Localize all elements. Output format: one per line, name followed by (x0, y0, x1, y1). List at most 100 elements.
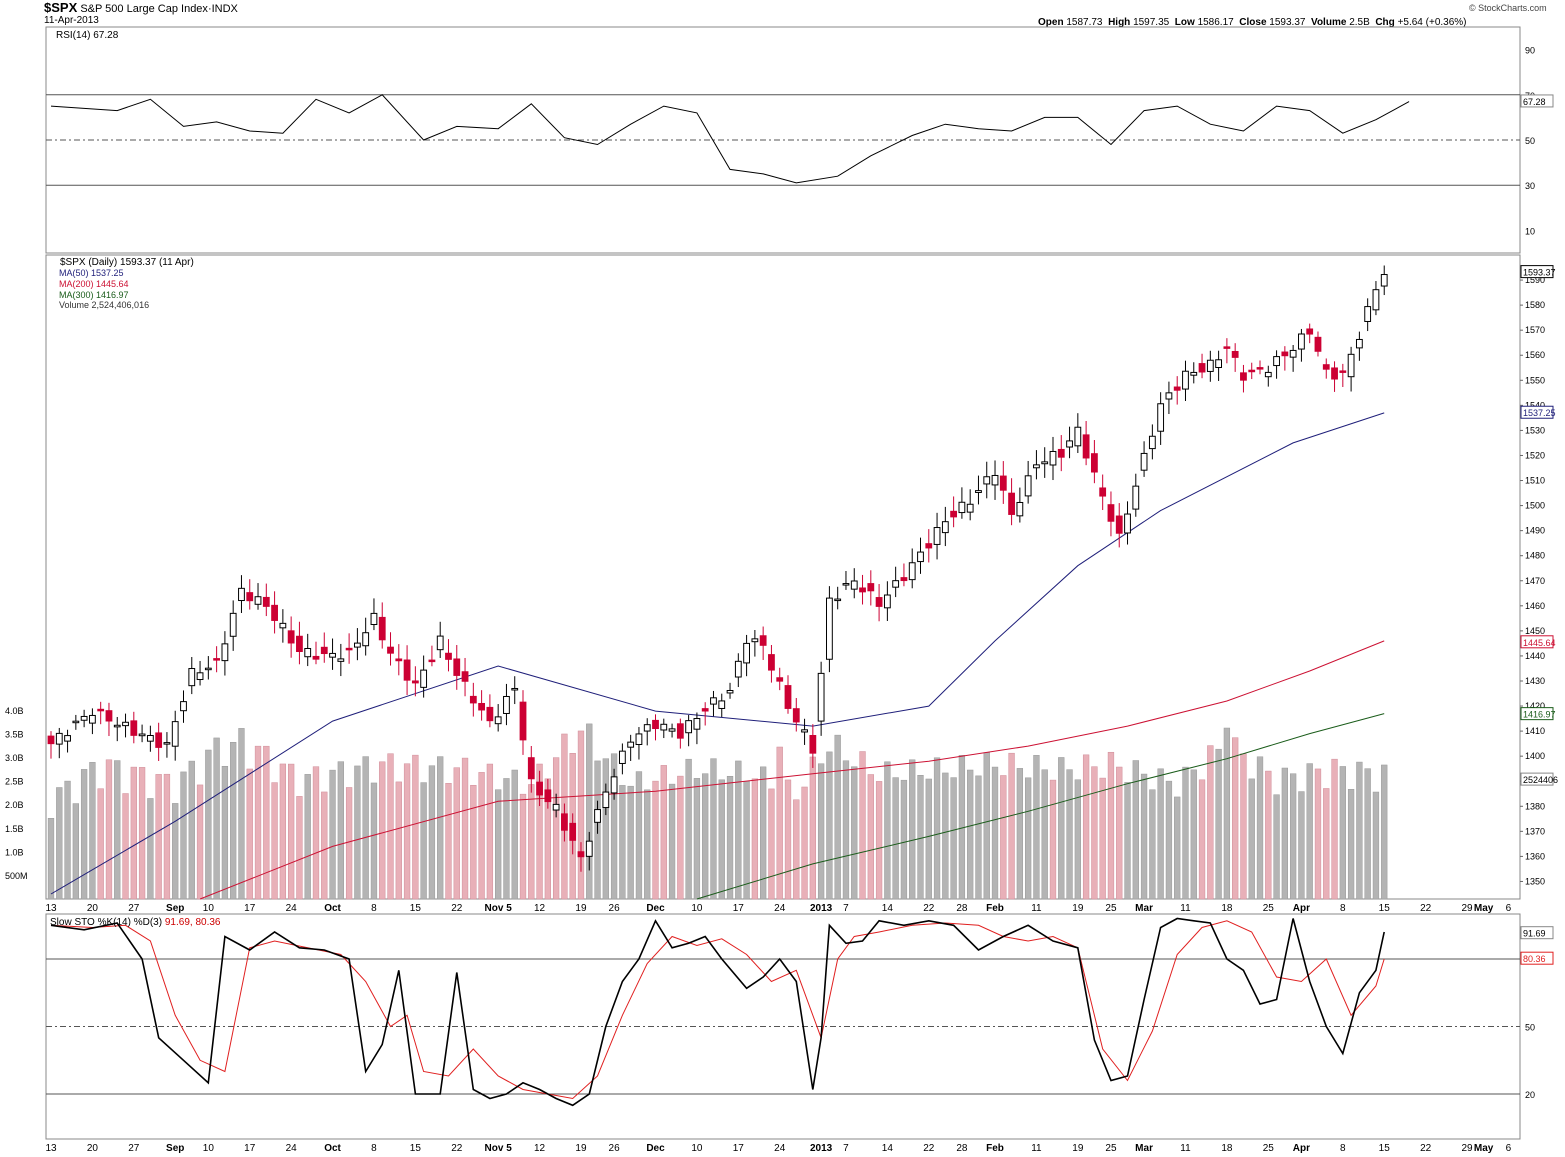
x-axis-label: Mar (1135, 903, 1153, 914)
x-axis-label: 18 (1221, 903, 1233, 914)
x-axis-label-bottom: 19 (1072, 1143, 1084, 1154)
volume-bar (536, 763, 543, 900)
candle-body (1355, 338, 1363, 349)
volume-bar (97, 788, 104, 900)
volume-bar (445, 783, 452, 900)
candle-body (594, 809, 601, 823)
volume-bar (909, 759, 916, 900)
volume-bar (776, 746, 783, 900)
candle-body (478, 702, 486, 711)
candle-body (1248, 369, 1256, 373)
volume-bar (768, 788, 775, 900)
x-axis-label: May (1474, 903, 1494, 914)
volume-bar (975, 775, 982, 900)
x-axis-label-bottom: 8 (1340, 1143, 1346, 1154)
candle-body (660, 723, 668, 731)
candle-body (1016, 501, 1024, 517)
x-axis-label: Dec (646, 903, 665, 914)
candle-body (204, 667, 212, 671)
volume-bar (172, 803, 179, 900)
x-axis-label: 27 (128, 903, 140, 914)
candle-body (180, 701, 187, 712)
volume-bar (1140, 773, 1148, 900)
x-axis-label-bottom: Oct (324, 1143, 341, 1154)
candle-body (643, 724, 651, 732)
sto-d-line (50, 920, 1385, 1100)
volume-bar (511, 769, 518, 900)
candle-body (966, 503, 974, 513)
candle-body (826, 597, 833, 660)
volume-bar (1132, 760, 1139, 900)
candle-body (544, 789, 552, 803)
volume-bar (379, 761, 386, 900)
x-axis-label-bottom: 22 (451, 1143, 463, 1154)
candle-body (983, 476, 991, 485)
candle-body (1339, 370, 1347, 373)
x-axis-label-bottom: 17 (733, 1143, 745, 1154)
volume-bar (702, 773, 709, 900)
x-axis-label-bottom: 13 (45, 1143, 57, 1154)
candle-body (1074, 426, 1082, 447)
candle-body (196, 672, 204, 681)
candle-body (47, 735, 55, 745)
x-axis-label-bottom: 17 (244, 1143, 256, 1154)
volume-bar (801, 786, 808, 900)
candle-body (743, 642, 750, 664)
candle-body (734, 660, 742, 678)
x-axis-label-bottom: 27 (128, 1143, 140, 1154)
exchange: INDX (211, 3, 238, 15)
candle-body (801, 729, 808, 733)
price-tick-label: 1430 (1525, 676, 1545, 686)
volume-bar (983, 752, 990, 900)
rsi-panel: 103050709067.28 (45, 26, 1554, 254)
x-axis-label: 11 (1031, 903, 1042, 914)
price-tick-label: 1560 (1525, 350, 1545, 360)
volume-bar (586, 723, 593, 900)
volume-bar (114, 760, 121, 900)
volume-bar (1091, 766, 1098, 900)
volume-bar (602, 758, 609, 900)
volume-bar (917, 775, 924, 900)
volume-bar (743, 780, 750, 900)
candle-body (55, 732, 63, 745)
price-tick-label: 1370 (1525, 826, 1545, 836)
candle-body (1024, 475, 1032, 497)
volume-bar (304, 774, 311, 900)
candle-body (262, 596, 270, 607)
quote-open: 1587.73 (1066, 17, 1103, 28)
x-axis-label-bottom: 15 (410, 1143, 422, 1154)
volume-bar (900, 779, 908, 900)
candle-body (900, 577, 908, 582)
price-legend-main: $SPX (Daily) 1593.37 (11 Apr) (60, 257, 194, 268)
candle-body (163, 742, 171, 745)
volume-bar (461, 757, 469, 900)
x-axis-label-bottom: 2013 (810, 1143, 833, 1154)
volume-bar (1033, 755, 1040, 900)
candle-body (445, 652, 452, 660)
candle-body (883, 594, 891, 609)
candle-body (958, 501, 966, 514)
candle-body (627, 741, 635, 748)
x-axis-label: 6 (1506, 903, 1512, 914)
chart-header: $SPX S&P 500 Large Cap Index·INDX (44, 0, 238, 15)
quote-close: 1593.37 (1269, 17, 1306, 28)
candle-body (105, 710, 113, 722)
volume-bar (64, 780, 71, 900)
x-axis-label-bottom: Feb (986, 1143, 1004, 1154)
brand[interactable]: © StockCharts.com (1469, 3, 1547, 13)
rsi-last-value: 67.28 (1523, 97, 1546, 107)
volume-bar (933, 757, 941, 900)
candle-body (1115, 515, 1123, 534)
candle-body (1173, 386, 1181, 391)
candle-body (221, 643, 229, 662)
quote-low-label: Low (1174, 17, 1195, 28)
volume-bar (370, 782, 378, 900)
quote-chg-label: Chg (1375, 17, 1395, 28)
price-tick-label: 1580 (1525, 300, 1545, 310)
x-axis-label: 13 (45, 903, 57, 914)
x-axis-label: 7 (843, 903, 849, 914)
candle-body (378, 616, 386, 641)
price-tick-label: 1570 (1525, 325, 1545, 335)
quote-close-label: Close (1239, 17, 1267, 28)
candle-body (155, 732, 163, 748)
